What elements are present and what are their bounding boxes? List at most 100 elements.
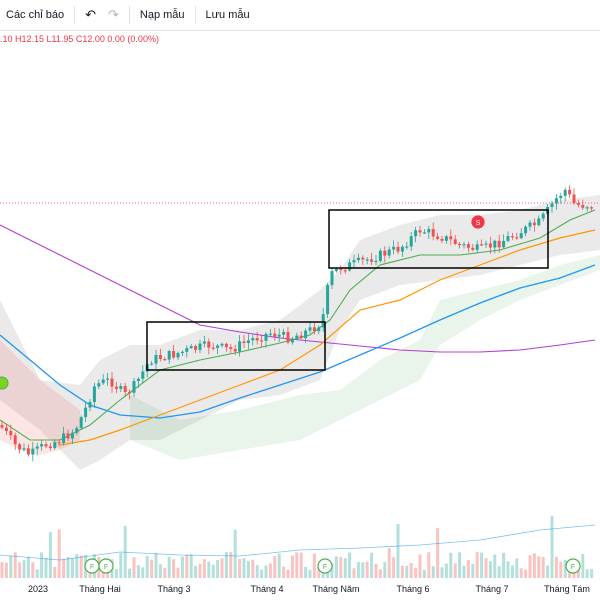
candle-body [216, 345, 220, 348]
candle [326, 282, 330, 319]
volume-bar [427, 552, 431, 578]
candle-body [180, 351, 184, 353]
candle [466, 241, 470, 253]
candle [356, 253, 360, 263]
range-boxes [146, 209, 549, 371]
candle-body [31, 448, 35, 455]
candle-body [198, 343, 202, 350]
candle [167, 349, 171, 364]
candle-body [453, 239, 457, 244]
candle [299, 331, 303, 340]
volume-bar [348, 552, 352, 578]
candle-body [62, 433, 66, 443]
volume-bar [581, 553, 585, 578]
candle-body [308, 327, 312, 331]
candle-body [321, 314, 325, 328]
candle [510, 232, 514, 240]
candle [92, 382, 96, 409]
volume-bar [128, 568, 132, 578]
volume-bar [0, 561, 4, 578]
candle-body [251, 338, 255, 341]
candle [53, 439, 57, 450]
candle [339, 265, 343, 275]
undo-button[interactable]: ↶ [79, 0, 102, 30]
candle-body [348, 262, 352, 271]
time-axis: 2023 Tháng Hai Tháng 3 Tháng 4 Tháng Năm Thán… [0, 202, 600, 594]
volume-bar [405, 565, 409, 578]
candle-body [66, 433, 70, 439]
volume-bar [334, 556, 338, 578]
candle [563, 187, 567, 202]
volume-bar [356, 562, 360, 578]
volume-bar [70, 558, 74, 578]
candle-body [356, 257, 360, 261]
candle [185, 345, 189, 358]
candle-body [409, 236, 413, 247]
candle-body [330, 271, 334, 285]
volume-bar [286, 569, 290, 578]
candle-body [158, 355, 162, 360]
candle-body [119, 386, 123, 389]
candle [246, 333, 250, 350]
candle-body [387, 249, 391, 256]
consolidation-box [146, 321, 326, 371]
volume-bar [26, 556, 30, 578]
candle [224, 342, 228, 352]
candle [541, 211, 545, 222]
volume-bar [550, 516, 554, 578]
redo-button[interactable]: ↷ [102, 0, 125, 30]
candle [370, 252, 374, 266]
candle-body [172, 351, 176, 358]
candle-body [48, 446, 52, 449]
volume-bar [524, 569, 528, 578]
event-marker: F [565, 558, 581, 574]
candle [312, 322, 316, 335]
load-template-button[interactable]: Nạp mẫu [134, 0, 191, 30]
candle [150, 360, 154, 366]
volume-bar [268, 563, 272, 578]
candle-body [13, 435, 17, 445]
candle-body [475, 244, 479, 250]
candle [136, 377, 140, 389]
candle-body [524, 226, 528, 234]
moving-averages [0, 209, 596, 446]
save-template-button[interactable]: Lưu mẫu [200, 0, 256, 30]
candlesticks [0, 185, 594, 462]
candle-body [585, 207, 589, 209]
candle [97, 379, 101, 390]
candle-body [242, 341, 246, 343]
candle-body [57, 442, 61, 444]
candle-body [238, 341, 242, 352]
candle-body [224, 343, 228, 348]
candle [79, 415, 83, 430]
volume-bar [66, 557, 70, 578]
candle [238, 335, 242, 357]
indicators-button[interactable]: Các chỉ báo [0, 0, 70, 30]
candle [4, 423, 8, 436]
volume-bar [189, 554, 193, 578]
volume-bar [277, 553, 281, 578]
candle [75, 426, 79, 436]
volume-bar [9, 556, 13, 578]
volume-bar [541, 556, 545, 578]
candle-body [515, 237, 519, 239]
candle-body [106, 378, 110, 380]
candle-body [383, 250, 387, 256]
candle-body [510, 236, 514, 238]
candle [414, 226, 418, 243]
candle [18, 442, 22, 454]
candle-body [414, 230, 418, 237]
candle-body [154, 355, 158, 364]
candle-body [26, 448, 30, 455]
ma-mid-line [59, 229, 596, 446]
candle [458, 242, 462, 249]
candle-body [528, 222, 532, 227]
volume-bar [154, 552, 158, 578]
volume-bar [114, 569, 118, 578]
candle [532, 218, 536, 232]
candle-body [185, 348, 189, 352]
candle [405, 241, 409, 250]
candle [453, 235, 457, 246]
candle [31, 441, 35, 462]
